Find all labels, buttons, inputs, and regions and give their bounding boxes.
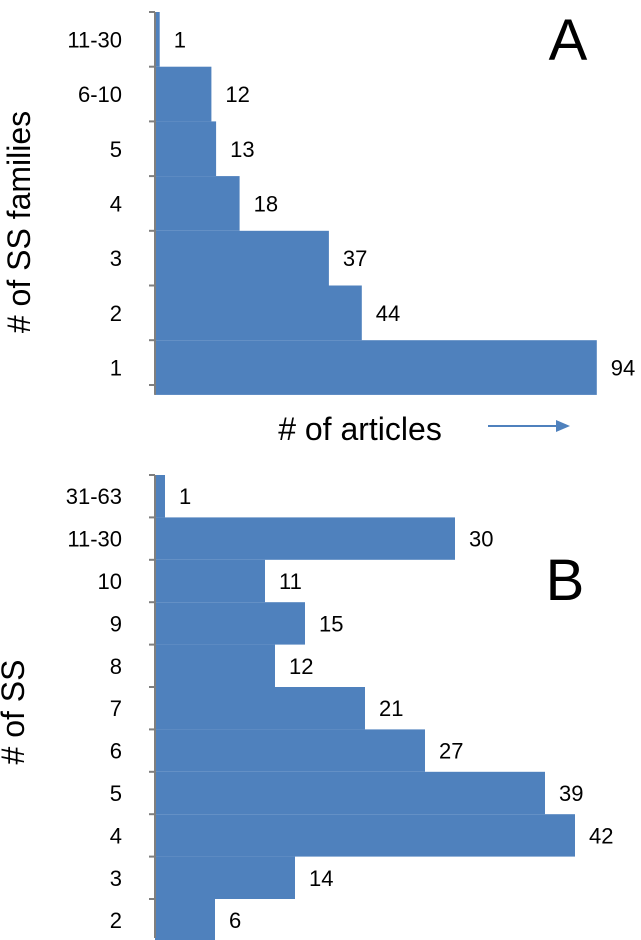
bar-b-10 (155, 559, 265, 603)
bar-a-4 (155, 176, 240, 231)
tick-label: 5 (110, 137, 122, 162)
bar-b-9 (155, 602, 305, 645)
data-label: 14 (309, 866, 333, 891)
bars-a (155, 12, 597, 395)
tick-label: 6 (110, 739, 122, 764)
bar-a-5 (155, 121, 217, 177)
tick-label: 3 (110, 866, 122, 891)
tick-label: 1 (110, 356, 122, 381)
tick-label: 3 (110, 246, 122, 271)
panel-letter-b: B (546, 548, 585, 613)
bar-b-7 (155, 687, 365, 730)
tick-label: 7 (110, 696, 122, 721)
tick-label: 11-30 (67, 527, 122, 552)
data-label: 13 (230, 137, 254, 162)
chart-panel-b: B # of SS 1 31-63 30 11-30 11 10 15 9 12 8 21 7 27 6 3… (0, 474, 613, 940)
chart-panel-a: A # of SS families # of articles 1 11-30 1… (1, 8, 635, 447)
bar-b-31-63 (155, 475, 165, 518)
panel-letter-a: A (549, 8, 588, 73)
tick-label: 4 (110, 191, 122, 216)
data-label: 11 (279, 569, 302, 594)
bar-b-8 (155, 644, 275, 687)
data-label: 15 (319, 611, 343, 636)
data-label: 12 (289, 654, 313, 679)
data-label: 39 (559, 781, 583, 806)
data-label: 42 (589, 823, 613, 848)
bar-a-11-30 (155, 12, 160, 67)
x-axis-arrow-a (488, 420, 570, 432)
bar-a-2 (155, 285, 362, 341)
bar-b-11-30 (155, 517, 455, 560)
data-label: 1 (174, 27, 186, 52)
tick-label: 10 (98, 569, 122, 594)
bar-b-2 (155, 899, 215, 940)
data-label: 94 (611, 356, 635, 381)
tick-label: 5 (110, 781, 122, 806)
bar-b-3 (155, 856, 295, 899)
data-label: 1 (179, 484, 191, 509)
data-label: 21 (379, 696, 403, 721)
data-label: 30 (469, 527, 493, 552)
y-axis-title-a: # of SS families (1, 111, 37, 333)
data-label: 27 (439, 739, 463, 764)
tick-label: 2 (110, 908, 122, 933)
tick-label: 11-30 (67, 27, 122, 52)
data-label: 6 (229, 908, 241, 933)
bars-b (155, 475, 575, 940)
data-label: 37 (343, 246, 367, 271)
tick-label: 2 (110, 301, 122, 326)
tick-label: 6-10 (78, 82, 122, 107)
tick-label: 9 (110, 611, 122, 636)
y-axis-title-b: # of SS (0, 660, 31, 765)
tick-label: 4 (110, 823, 122, 848)
bar-a-3 (155, 230, 329, 286)
bar-b-5 (155, 771, 545, 815)
bar-b-6 (155, 729, 425, 772)
data-label: 18 (254, 191, 278, 216)
tick-label: 8 (110, 654, 122, 679)
bar-a-1 (155, 340, 597, 395)
data-label: 44 (376, 301, 400, 326)
bar-a-6-10 (155, 66, 212, 122)
tick-label: 31-63 (66, 484, 122, 509)
data-label: 12 (225, 82, 249, 107)
bar-b-4 (155, 814, 575, 857)
x-axis-title-a: # of articles (278, 411, 442, 447)
